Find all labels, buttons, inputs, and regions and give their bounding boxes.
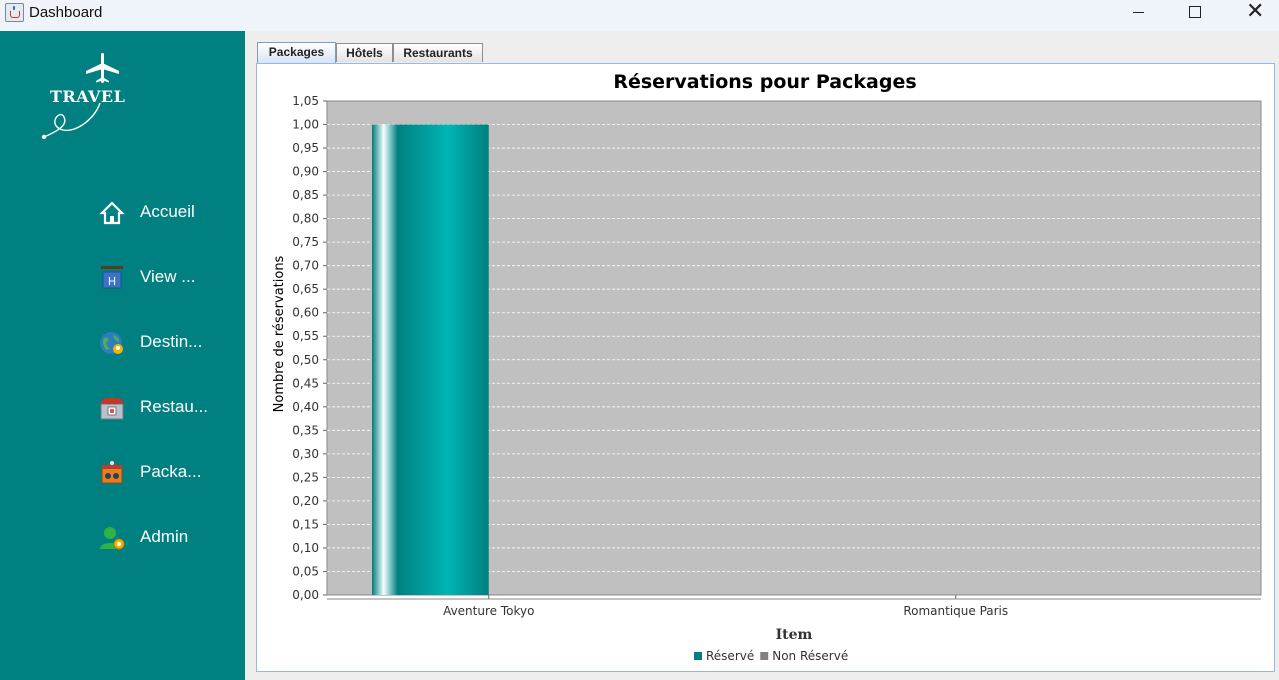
tab-restaurants[interactable]: Restaurants [393, 43, 483, 62]
y-tick-label: 0,70 [292, 259, 319, 273]
x-axis: Aventure Tokyo Romantique Paris [327, 595, 1261, 618]
x-axis-label: Item [776, 627, 813, 643]
y-tick-label: 0,95 [292, 141, 319, 155]
minimize-button[interactable] [1110, 0, 1168, 31]
sidebar-item-destinations[interactable]: Destin... [98, 325, 238, 359]
maximize-button[interactable] [1167, 0, 1225, 31]
y-tick-label: 0,90 [292, 165, 319, 179]
home-icon [98, 199, 126, 227]
sidebar-item-label: Destin... [140, 332, 203, 351]
legend: Réservé Non Réservé [694, 649, 848, 663]
sidebar-item-accueil[interactable]: Accueil [98, 195, 238, 229]
hotel-sign-icon: H [98, 264, 126, 292]
y-tick-label: 1,05 [292, 94, 319, 108]
y-tick-label: 0,65 [292, 282, 319, 296]
sidebar-item-label: Admin [140, 527, 189, 546]
y-tick-label: 0,80 [292, 212, 319, 226]
sidebar-item-admin[interactable]: Admin [98, 520, 238, 554]
chart-title: Réservations pour Packages [613, 71, 916, 93]
sidebar-item-packages[interactable]: Packa... [98, 455, 238, 489]
y-tick-label: 0,25 [292, 470, 319, 484]
legend-swatch [760, 652, 769, 660]
restaurant-icon [98, 394, 126, 422]
y-tick-label: 0,30 [292, 447, 319, 461]
y-tick-label: 0,00 [292, 588, 319, 602]
tab-packages[interactable]: Packages [257, 42, 336, 63]
bars [372, 124, 489, 596]
minimize-icon [1133, 12, 1144, 13]
globe-pin-icon [98, 329, 126, 357]
sidebar-item-restaurants[interactable]: Restau... [98, 390, 238, 424]
svg-text:H: H [108, 275, 116, 288]
sidebar-item-label: Restau... [140, 397, 209, 416]
y-tick-label: 0,60 [292, 306, 319, 320]
y-tick-label: 0,45 [292, 376, 319, 390]
y-tick-label: 0,20 [292, 494, 319, 508]
airplane-logo-icon [41, 53, 119, 140]
legend-swatch [694, 652, 702, 660]
travel-logo: TRAVEL [38, 51, 133, 146]
sidebar-item-view-hotels[interactable]: H View ... [98, 260, 238, 294]
x-tick-label: Aventure Tokyo [443, 604, 534, 618]
y-tick-label: 0,35 [292, 423, 319, 437]
admin-user-icon [98, 524, 126, 552]
close-button[interactable]: ✕ [1225, 0, 1279, 31]
tab-hotels[interactable]: Hôtels [336, 43, 393, 62]
maximize-icon [1189, 6, 1201, 18]
bar-chart: Réservations pour Packages 0,000,050,100… [272, 71, 1262, 663]
legend-label: Non Réservé [772, 649, 848, 663]
sidebar-item-label: Packa... [140, 462, 202, 481]
package-icon [98, 459, 126, 487]
y-axis: 0,00 0,05 0,10 0,15 0,20 0,25 0,30 0,35 0,40 0,45… [292, 94, 327, 602]
y-axis-label: Nombre de réservations [272, 255, 287, 412]
logo-text: TRAVEL [50, 87, 126, 106]
main-content: Packages Hôtels Restaurants Réservations… [245, 31, 1279, 680]
sidebar: TRAVEL Accueil H View ... Destin... Rest… [0, 31, 245, 680]
y-tick-label: 0,10 [292, 541, 319, 555]
y-tick-label: 0,15 [292, 517, 319, 531]
window-title: Dashboard [29, 4, 103, 21]
legend-label: Réservé [706, 649, 754, 663]
y-tick-label: 0,75 [292, 235, 319, 249]
y-tick-label: 0,05 [292, 564, 319, 578]
y-tick-label: 0,85 [292, 188, 319, 202]
y-tick-label: 0,55 [292, 329, 319, 343]
y-tick-label: 0,40 [292, 400, 319, 414]
y-tick-label: 1,00 [292, 118, 319, 132]
x-tick-label: Romantique Paris [903, 604, 1008, 618]
chart-panel: Réservations pour Packages 0,00 0,05 0,10 0… [256, 63, 1275, 672]
close-icon: ✕ [1246, 0, 1265, 24]
window-titlebar: Dashboard ✕ [0, 0, 1279, 31]
bar-reserve [372, 124, 489, 596]
sidebar-item-label: View ... [140, 267, 196, 286]
sidebar-item-label: Accueil [140, 202, 195, 221]
java-app-icon [5, 3, 24, 22]
y-tick-label: 0,50 [292, 353, 319, 367]
